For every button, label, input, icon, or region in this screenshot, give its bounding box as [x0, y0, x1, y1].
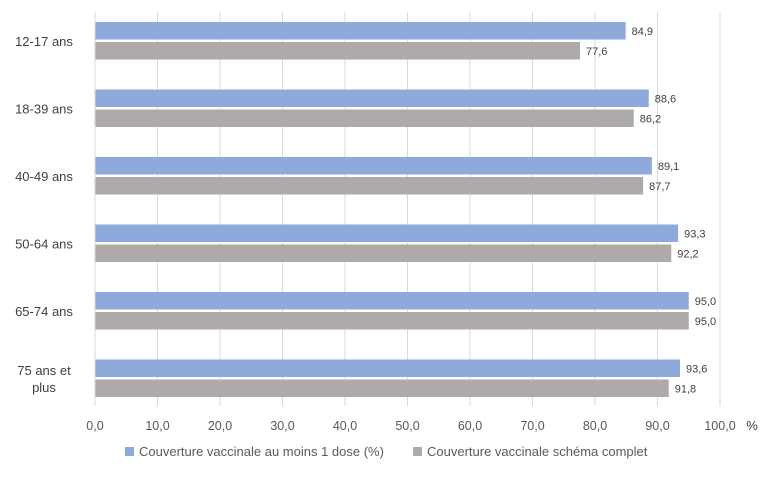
legend-swatch: [125, 447, 134, 456]
x-tick-label: 90,0: [645, 419, 669, 433]
bar-complete-schedule: [95, 379, 669, 397]
data-label: 88,6: [655, 93, 676, 105]
data-label: 91,8: [675, 383, 696, 395]
y-category-label: 65-74 ans: [15, 304, 73, 319]
bar-first-dose: [95, 157, 652, 175]
y-category-label: 75 ans et: [17, 363, 71, 378]
x-tick-label: 0,0: [86, 419, 103, 433]
x-tick-label: 70,0: [520, 419, 544, 433]
x-tick-label: 30,0: [270, 419, 294, 433]
x-tick-label: 80,0: [583, 419, 607, 433]
data-label: 89,1: [658, 161, 679, 173]
bar-complete-schedule: [95, 244, 672, 262]
legend-label: Couverture vaccinale au moins 1 dose (%): [139, 444, 384, 459]
bar-first-dose: [95, 359, 680, 377]
y-category-label: 50-64 ans: [15, 236, 73, 251]
data-label: 92,2: [677, 248, 698, 260]
data-label: 84,9: [632, 26, 653, 38]
data-labels: 84,9 77,6 88,6 86,2 89,1 87,7 93,3 92,2 95,0 95,0…: [586, 26, 716, 396]
y-category-label: 40-49 ans: [15, 169, 73, 184]
legend-label: Couverture vaccinale schéma complet: [427, 444, 648, 459]
data-label: 86,2: [640, 113, 661, 125]
y-category-label: plus: [32, 380, 56, 395]
x-tick-label: 10,0: [145, 419, 169, 433]
x-tick-label: 60,0: [458, 419, 482, 433]
bar-first-dose: [95, 22, 626, 40]
x-tick-label: 40,0: [333, 419, 357, 433]
x-tick-label: 50,0: [395, 419, 419, 433]
data-label: 93,6: [686, 363, 707, 375]
y-category-label: 12-17 ans: [15, 34, 73, 49]
y-category-label: 18-39 ans: [15, 101, 73, 116]
bar-complete-schedule: [95, 42, 580, 60]
data-label: 93,3: [684, 228, 705, 240]
bar-complete-schedule: [95, 109, 634, 127]
legend: Couverture vaccinale au moins 1 dose (%)…: [125, 444, 648, 459]
data-label: 77,6: [586, 46, 607, 58]
bar-complete-schedule: [95, 312, 689, 330]
bar-first-dose: [95, 292, 689, 310]
x-unit-label: %: [746, 418, 758, 433]
gridlines: [157, 12, 721, 406]
data-label: 95,0: [695, 316, 716, 328]
bars: [95, 22, 689, 397]
axes: 0,0 10,0 20,0 30,0 40,0 50,0 60,0 70,0 80,0 90,0 1…: [15, 12, 758, 433]
bar-complete-schedule: [95, 177, 644, 195]
x-tick-label: 100,0: [704, 419, 735, 433]
x-tick-label: 20,0: [208, 419, 232, 433]
bar-first-dose: [95, 224, 679, 242]
bar-first-dose: [95, 89, 649, 107]
data-label: 95,0: [695, 296, 716, 308]
data-label: 87,7: [649, 181, 670, 193]
legend-swatch: [413, 447, 422, 456]
